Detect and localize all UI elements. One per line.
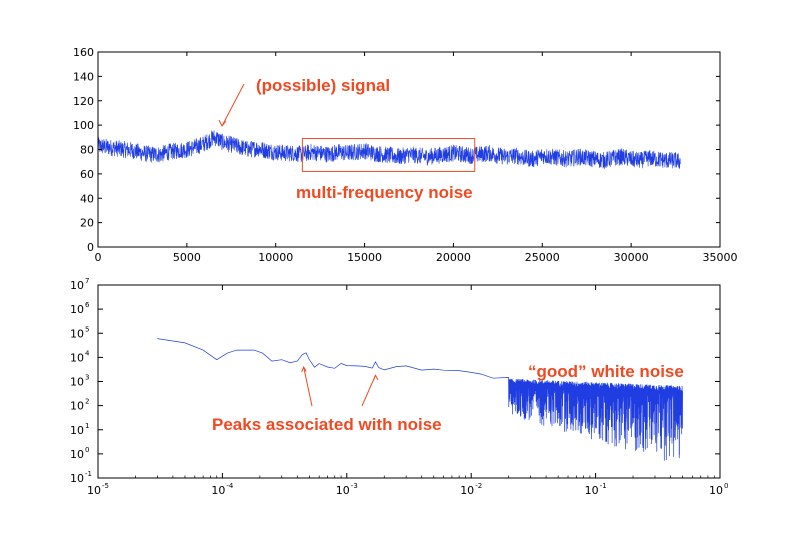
spectrum-y-tick-exponent: -1 [85,470,92,478]
spectrum-x-tick-label: 10 [460,484,474,497]
spectrum-chart: Peaks associated with noise “good” white… [70,277,728,497]
time-series-x-tick-label: 0 [95,251,102,264]
spectrum-x-tick-exponent: -5 [102,482,109,490]
annotation-peak-arrow [361,375,376,407]
spectrum-y-tick-exponent: 6 [85,301,90,309]
annotation-possible-signal-arrowhead [218,119,227,127]
time-series-y-axis: 0 20 40 60 80 100 120 140 160 [73,46,720,254]
time-series-line [97,130,681,169]
annotation-peaks-associated-with-noise: Peaks associated with noise [212,415,442,434]
annotation-noise-region-box [301,138,476,172]
time-series-y-tick-label: 120 [73,95,94,108]
spectrum-y-tick-exponent: 3 [85,374,89,382]
time-series-y-tick-label: 0 [87,241,94,254]
time-series-x-tick-label: 30000 [614,251,649,264]
spectrum-y-tick-label: 10 [70,376,84,389]
spectrum-x-tick-label: 10 [87,484,101,497]
spectrum-y-tick-label: 10 [70,424,84,437]
time-series-y-tick-label: 60 [80,168,94,181]
annotation-possible-signal-arrow [221,83,245,127]
spectrum-x-tick-exponent: 0 [724,482,728,490]
spectrum-y-tick-label: 10 [70,303,84,316]
spectrum-y-tick-exponent: 1 [85,422,89,430]
annotation-peak-arrow [303,366,313,407]
spectrum-y-tick-exponent: 2 [85,398,89,406]
spectrum-x-axis: 10 -5 10 -4 10 -3 10 -2 10 -1 10 0 [87,285,728,497]
time-series-annotations: (possible) signal multi-frequency noise [218,76,476,202]
annotation-multi-frequency-noise: multi-frequency noise [296,183,473,202]
spectrum-axes-frame [97,284,721,479]
time-series-x-tick-label: 35000 [703,251,738,264]
time-series-x-tick-label: 25000 [525,251,560,264]
spectrum-x-tick-exponent: -4 [226,482,234,490]
time-series-x-tick-label: 5000 [173,251,201,264]
spectrum-y-tick-exponent: 5 [85,325,89,333]
spectrum-y-tick-label: 10 [70,351,84,364]
time-series-y-tick-label: 40 [80,192,94,205]
spectrum-y-tick-label: 10 [70,448,84,461]
spectrum-y-tick-exponent: 4 [85,349,90,357]
annotation-good-white-noise: “good” white noise [528,362,684,381]
time-series-x-tick-label: 20000 [436,251,471,264]
spectrum-y-tick-label: 10 [70,472,84,485]
spectrum-annotations: Peaks associated with noise “good” white… [212,362,684,434]
annotation-possible-signal: (possible) signal [256,76,390,95]
time-series-y-tick-label: 80 [80,144,94,157]
spectrum-x-tick-exponent: -3 [351,482,358,490]
spectrum-x-tick-label: 10 [709,484,723,497]
spectrum-y-tick-label: 10 [70,400,84,413]
spectrum-y-tick-exponent: 7 [85,277,89,285]
annotation-peak-arrowhead [301,365,307,373]
time-series-y-tick-label: 140 [73,70,94,83]
time-series-y-tick-label: 20 [80,217,94,230]
time-series-y-tick-label: 160 [73,46,94,59]
time-series-x-tick-label: 10000 [258,251,293,264]
spectrum-x-tick-label: 10 [211,484,225,497]
spectrum-x-tick-label: 10 [585,484,599,497]
spectrum-line [157,338,683,461]
time-series-plot-area [97,130,681,169]
time-series-y-tick-label: 100 [73,119,94,132]
time-series-chart: (possible) signal multi-frequency noise … [73,46,738,264]
spectrum-y-tick-label: 10 [70,327,84,340]
spectrum-x-tick-label: 10 [336,484,350,497]
time-series-x-tick-label: 15000 [347,251,382,264]
spectrum-y-tick-label: 10 [70,279,84,292]
spectrum-x-tick-exponent: -2 [475,482,482,490]
time-series-x-axis: 0 5000 10000 15000 20000 25000 30000 35000 [95,52,738,264]
spectrum-y-tick-exponent: 0 [85,446,89,454]
annotation-peak-arrowhead [373,374,379,381]
spectrum-plot-area [157,338,683,461]
spectrum-x-tick-exponent: -1 [600,482,607,490]
